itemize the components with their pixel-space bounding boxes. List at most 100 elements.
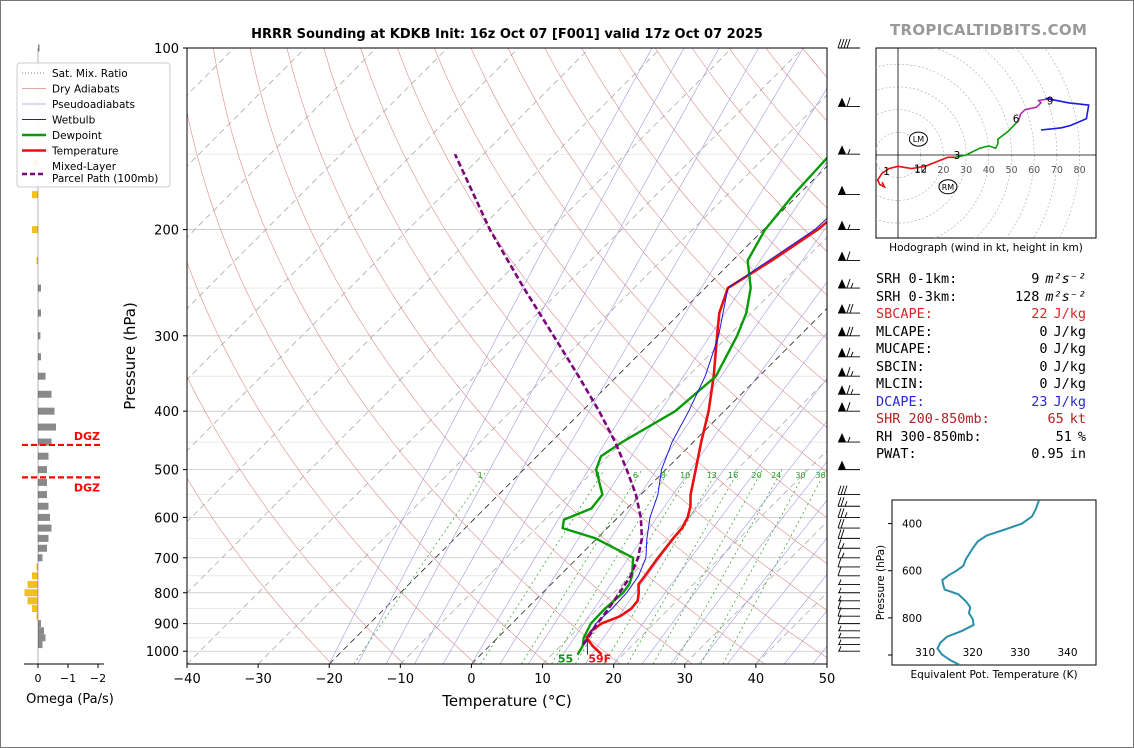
barb-flag: [846, 97, 851, 107]
omega-bar: [38, 491, 47, 499]
omega-x-tick-label: −1: [60, 672, 76, 685]
wind-barb: [838, 579, 860, 585]
stat-value: 0: [1039, 358, 1048, 375]
omega-bar: [32, 191, 38, 199]
barb-flag: [837, 557, 842, 568]
pseudoadiabat-line: [499, 161, 827, 664]
hodograph-height-label: 12: [914, 164, 927, 176]
dry-adiabat-line: [470, 48, 827, 473]
pseudoadiabat-line: [584, 331, 827, 664]
pseudoadiabat-line: [670, 461, 827, 664]
x-tick-label: −30: [244, 672, 271, 687]
barb-pennant: [838, 385, 846, 395]
mixing-ratio-label: 30: [795, 471, 805, 480]
stat-value-group: 23 J/kg: [1031, 394, 1086, 412]
dry-adiabat-line: [507, 48, 827, 428]
wind-barb: [838, 595, 860, 602]
pseudoadiabat-line: [328, 48, 653, 664]
dry-adiabat-line: [187, 376, 405, 664]
barb-flag: [846, 38, 851, 49]
hodograph-clip: 10 20 30 40 50 60 70 80 1 12 3 6 9 LM RM: [876, 48, 1096, 238]
hodograph-ring-label: 10: [915, 165, 927, 176]
barb-pennant: [838, 304, 846, 314]
stat-row: DCAPE: 23 J/kg: [876, 394, 1086, 412]
stat-label: PWAT:: [876, 446, 917, 462]
barb-flag: [843, 485, 848, 495]
barb-flag: [840, 38, 845, 49]
barb-half: [838, 646, 842, 652]
theta-e-x-tick-label: 320: [963, 647, 983, 659]
omega-bar: [38, 309, 41, 317]
stat-value-group: 22 J/kg: [1031, 306, 1086, 324]
legend-label: Wetbulb: [52, 115, 96, 127]
stat-value: 0: [1039, 376, 1048, 392]
barb-pennant: [838, 279, 846, 289]
barb-half: [844, 512, 848, 518]
plot-clip-group: 1 4 6 8 10 13 16 20 24 30 36: [187, 48, 827, 664]
pseudoadiabat-line: [613, 377, 827, 664]
stat-value-group: 0 J/kg: [1039, 376, 1086, 394]
barb-flag: [837, 566, 842, 576]
pseudoadiabat-line: [442, 48, 804, 664]
brand-watermark: TROPICALTIDBITS.COM: [890, 21, 1088, 39]
stat-label: MLCAPE:: [876, 323, 933, 340]
omega-bar: [38, 284, 41, 292]
stat-row: SRH 0-1km: 9 m²s⁻²: [876, 271, 1086, 289]
omega-bar: [38, 513, 50, 521]
stat-value-group: 9 m²s⁻²: [1031, 271, 1086, 289]
barb-flag: [837, 548, 842, 558]
theta-e-x-tick-label: 330: [1010, 647, 1030, 659]
wind-barb: [837, 485, 860, 496]
omega-bar: [38, 438, 52, 446]
hodograph-marker-label: RM: [942, 183, 955, 192]
omega-bar: [27, 597, 38, 605]
isotherm-line: [187, 48, 519, 381]
stat-row: SBCAPE: 22 J/kg: [876, 306, 1086, 324]
isotherm-line: [471, 307, 827, 664]
isotherm-line: [187, 48, 662, 523]
stat-value: 23: [1031, 393, 1048, 410]
barb-flag: [837, 38, 842, 49]
isotherm-line: [187, 48, 306, 167]
mixing-ratio-line: [700, 469, 807, 664]
y-tick-label: 800: [154, 587, 179, 602]
wind-barb: [837, 508, 860, 518]
isotherm-line: [187, 48, 733, 594]
barb-flag: [846, 367, 851, 377]
barb-flag: [843, 38, 848, 49]
stat-label: SBCIN:: [876, 358, 925, 375]
stat-label: MLCIN:: [876, 376, 925, 392]
barb-half: [850, 351, 854, 357]
stat-value-group: 0 J/kg: [1039, 341, 1086, 359]
stat-value-group: 51%: [1056, 429, 1086, 447]
dgz-label: DGZ: [74, 481, 100, 494]
omega-panel: DGZ DGZ 0 −1 −2 Omega (Pa/s): [22, 44, 114, 707]
wind-barb: [837, 497, 860, 507]
barb-half: [838, 595, 842, 601]
series-mixed-layer: [453, 153, 644, 646]
legend: Sat. Mix. Ratio Dry Adiabats Pseudoadiabat…: [16, 62, 171, 188]
chart-title: HRRR Sounding at KDKB Init: 16z Oct 07 […: [251, 27, 763, 42]
mixing-ratio-label: 8: [661, 471, 666, 480]
mixing-ratio-label: 20: [752, 471, 762, 480]
hodograph-ring-label: 80: [1074, 165, 1086, 176]
barb-half: [847, 149, 851, 155]
omega-bar: [38, 353, 41, 361]
mixing-ratio-line: [722, 469, 827, 664]
isotherm-line: [684, 521, 827, 664]
stat-unit: kt: [1069, 411, 1086, 427]
plot-frame: [186, 47, 828, 665]
theta-e-clip: [936, 500, 1041, 665]
surface-temperature-label: 59F: [588, 653, 611, 666]
omega-bar: [38, 554, 43, 562]
omega-bar: [36, 256, 38, 264]
y-axis-label: Pressure (hPa): [121, 302, 139, 410]
barb-half: [850, 282, 854, 289]
dry-adiabat-line: [581, 48, 827, 340]
hodograph-ring-label: 50: [1005, 165, 1017, 176]
dry-adiabat-line: [544, 48, 827, 384]
wind-barb: [838, 639, 860, 646]
x-tick-label: 0: [467, 672, 475, 687]
mixing-ratio-line: [652, 469, 763, 664]
